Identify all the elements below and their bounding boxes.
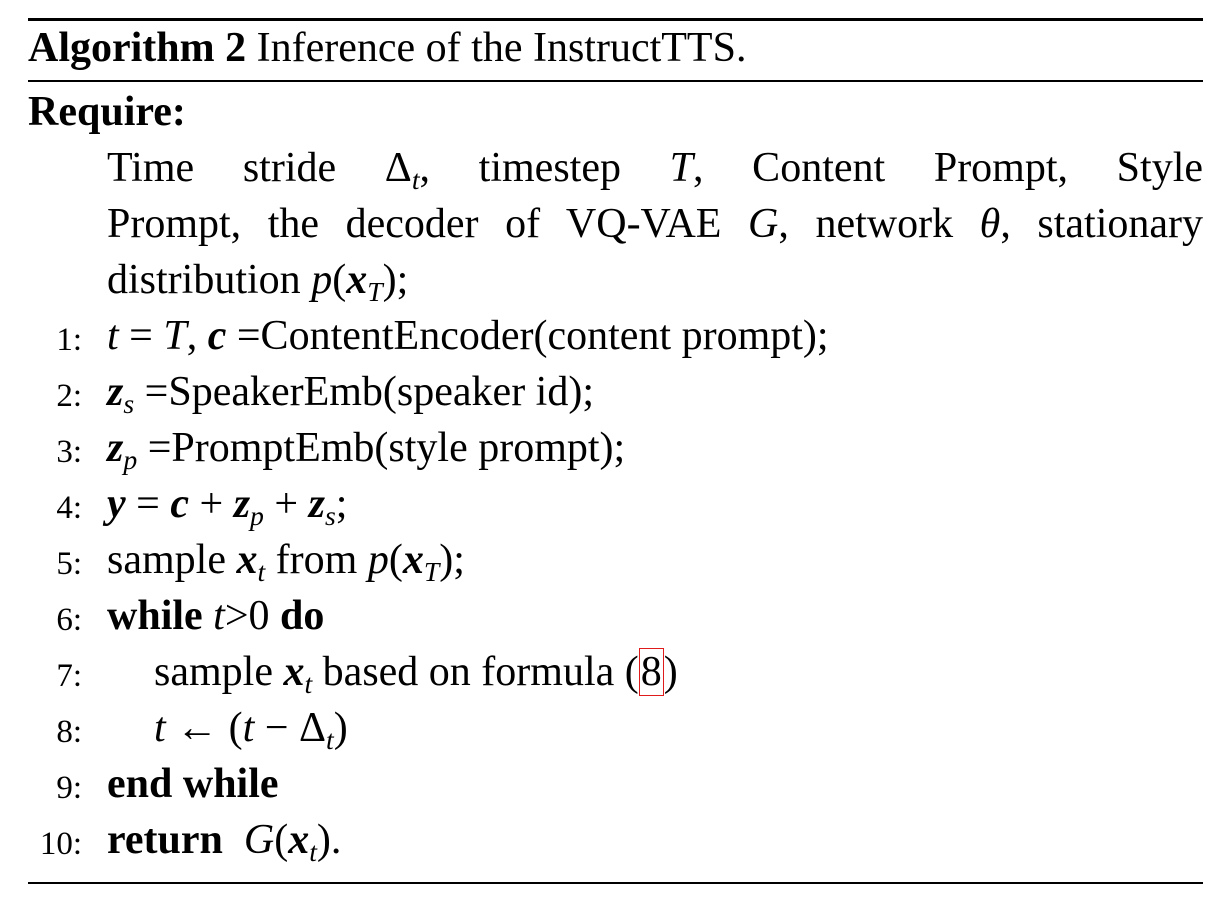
step-1: t = T, c =ContentEncoder(content prompt)… bbox=[107, 313, 829, 359]
header-rule bbox=[28, 80, 1203, 82]
require-line-2: Prompt, the decoder of VQ-VAE G, network… bbox=[107, 201, 1204, 247]
line-number-9: 9: bbox=[56, 770, 82, 806]
line-number-2: 2: bbox=[56, 378, 82, 414]
step-10: return G(xt). bbox=[107, 817, 342, 867]
algorithm-label: Algorithm 2 bbox=[28, 25, 247, 71]
algorithm-header: Algorithm 2 Inference of the InstructTTS… bbox=[28, 22, 746, 74]
formula-ref-link[interactable]: 8 bbox=[638, 648, 664, 696]
top-rule bbox=[28, 18, 1203, 21]
line-number-3: 3: bbox=[56, 434, 82, 470]
step-7: sample xt based on formula (8) bbox=[154, 648, 678, 699]
step-5: sample xt from p(xT); bbox=[107, 537, 465, 587]
line-number-6: 6: bbox=[56, 602, 82, 638]
require-label: Require: bbox=[28, 89, 186, 135]
line-number-7: 7: bbox=[56, 658, 82, 694]
require-line-3: distribution p(xT); bbox=[107, 257, 409, 307]
require-line-1: Time stride Δt, timestep T, Content Prom… bbox=[107, 145, 1204, 195]
algorithm-caption: Inference of the InstructTTS. bbox=[256, 25, 747, 71]
step-6: while t>0 do bbox=[107, 593, 325, 639]
step-9: end while bbox=[107, 761, 279, 807]
line-number-8: 8: bbox=[56, 714, 82, 750]
step-8: t ← (t − Δt) bbox=[154, 705, 348, 755]
bottom-rule bbox=[28, 882, 1203, 884]
step-3: zp =PromptEmb(style prompt); bbox=[107, 425, 626, 475]
line-number-1: 1: bbox=[56, 322, 82, 358]
line-number-10: 10: bbox=[39, 826, 82, 862]
line-number-4: 4: bbox=[56, 490, 82, 526]
step-2: zs =SpeakerEmb(speaker id); bbox=[107, 369, 595, 419]
step-4: y = c + zp + zs; bbox=[107, 481, 348, 531]
line-number-5: 5: bbox=[56, 546, 82, 582]
